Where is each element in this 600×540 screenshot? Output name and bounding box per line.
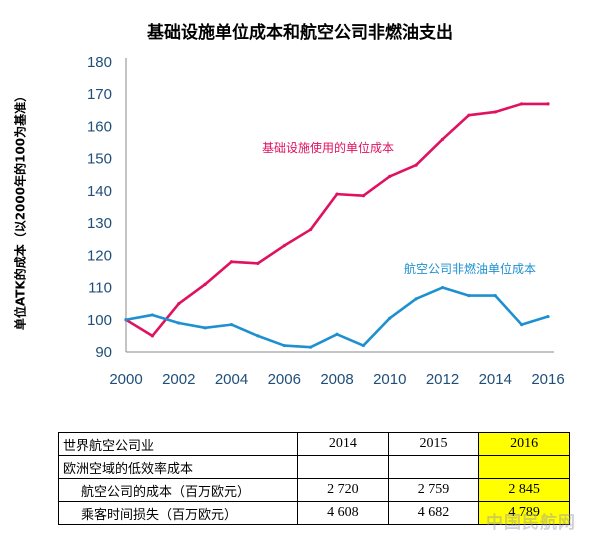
y-tick-label: 140 <box>87 183 112 200</box>
x-tick-label: 2002 <box>162 371 195 388</box>
data-point <box>361 194 365 198</box>
x-tick-label: 2014 <box>479 371 512 388</box>
data-point <box>493 294 497 298</box>
data-point <box>520 323 524 327</box>
x-tick-label: 2000 <box>109 371 142 388</box>
data-point <box>335 192 339 196</box>
data-point <box>229 323 234 327</box>
data-point <box>440 137 445 141</box>
x-tick-label: 2008 <box>320 371 353 388</box>
y-tick-label: 100 <box>87 312 112 329</box>
y-tick-label: 150 <box>87 151 112 168</box>
table-row: 乘客时间损失（百万欧元） 4 608 4 682 4 789 <box>58 501 570 525</box>
data-point <box>282 244 286 248</box>
table-cell-highlight <box>478 455 570 479</box>
data-point <box>150 334 154 338</box>
table-header-year: 2014 <box>297 432 389 456</box>
y-tick-label: 110 <box>88 280 112 297</box>
table-row: 航空公司的成本（百万欧元） 2 720 2 759 2 845 <box>58 478 570 502</box>
series-label-airline-nonfuel: 航空公司非燃油单位成本 <box>404 261 536 276</box>
y-tick-label: 120 <box>87 247 112 264</box>
chart-area: 基础设施单位成本和航空公司非燃油支出 单位ATK的成本（以2000年的100为基… <box>14 23 565 388</box>
data-point <box>467 113 471 117</box>
data-point <box>256 334 260 338</box>
data-point <box>150 313 154 317</box>
table-cell-highlight: 4 789 <box>478 501 570 525</box>
chart-title: 基础设施单位成本和航空公司非燃油支出 <box>147 23 453 43</box>
y-tick-label: 90 <box>95 344 112 361</box>
data-point <box>414 163 418 167</box>
data-point <box>309 345 313 349</box>
table-cell: 2 720 <box>297 478 389 502</box>
y-tick-label: 180 <box>87 54 112 71</box>
data-point <box>467 294 471 298</box>
table-row-label: 航空公司的成本（百万欧元） <box>58 478 298 502</box>
efficiency-cost-table: 世界航空公司业 2014 2015 2016 欧洲空域的低效率成本 航空公司的成… <box>58 432 570 525</box>
data-point <box>282 343 286 348</box>
data-point <box>520 102 524 106</box>
data-point <box>256 261 260 265</box>
table-cell: 4 608 <box>297 501 389 525</box>
table-cell: 4 682 <box>387 501 480 525</box>
data-point <box>229 260 234 264</box>
data-point <box>309 227 313 232</box>
x-tick-label: 2010 <box>373 371 406 388</box>
table-cell-highlight: 2 845 <box>478 478 570 502</box>
data-point <box>203 326 207 330</box>
table-header-label: 世界航空公司业 <box>58 432 298 456</box>
data-point <box>203 282 207 286</box>
y-tick-label: 160 <box>87 118 112 135</box>
table-row: 欧洲空域的低效率成本 <box>58 455 570 479</box>
table-cell: 2 759 <box>387 478 480 502</box>
x-tick-label: 2016 <box>531 371 564 388</box>
x-tick-label: 2004 <box>215 371 248 388</box>
y-tick-label: 170 <box>87 86 112 103</box>
data-point <box>177 302 181 306</box>
table-header-year: 2015 <box>387 432 480 456</box>
data-point <box>546 314 550 319</box>
data-point <box>414 297 418 301</box>
data-point <box>493 110 497 114</box>
data-point <box>388 316 392 320</box>
data-point <box>440 285 445 290</box>
data-point <box>177 321 181 325</box>
data-point <box>335 332 339 336</box>
data-point <box>124 318 128 322</box>
y-tick-label: 130 <box>87 215 112 232</box>
table-header-year-highlight: 2016 <box>478 432 570 456</box>
line-chart: 90 100 110 120 130 140 150 160 170 180 2000 2002 200… <box>87 54 565 388</box>
table-cell <box>297 455 389 479</box>
x-tick-label: 2006 <box>268 371 301 388</box>
x-tick-label: 2012 <box>426 371 459 388</box>
watermark-logo: 中国民航网 <box>486 513 576 533</box>
table-row-label: 乘客时间损失（百万欧元） <box>58 501 298 525</box>
table-row-label: 欧洲空域的低效率成本 <box>58 455 298 479</box>
series-label-infrastructure: 基础设施使用的单位成本 <box>262 140 394 155</box>
data-point <box>546 102 550 106</box>
data-point <box>361 343 365 348</box>
infrastructure-cost-line <box>125 102 548 338</box>
table-header-row: 世界航空公司业 2014 2015 2016 <box>58 432 570 456</box>
data-point <box>388 174 392 178</box>
table-cell <box>387 455 480 479</box>
